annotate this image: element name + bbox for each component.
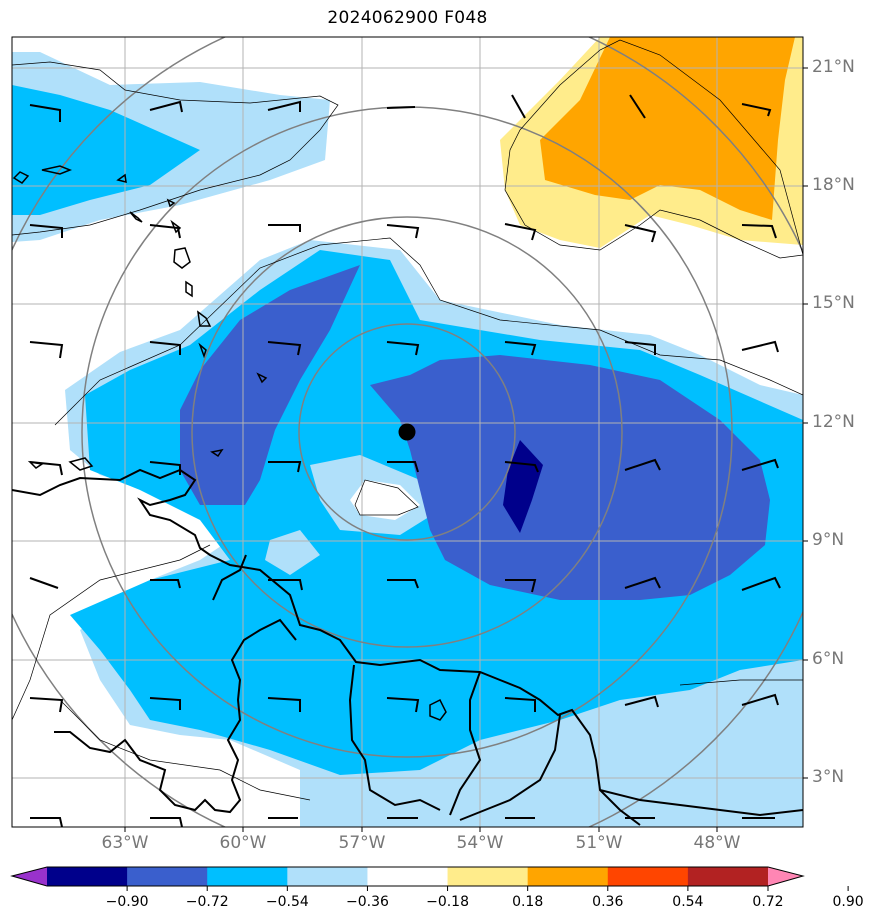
colorbar-tick-label: 0.90 — [832, 894, 864, 910]
lat-label-15n: 15°N — [812, 293, 855, 313]
coastline-islands — [12, 165, 447, 721]
lat-label-12n: 12°N — [812, 412, 855, 432]
map-frame — [11, 36, 804, 828]
lon-label-48w: 48°W — [693, 833, 741, 853]
lat-label-21n: 21°N — [812, 57, 855, 77]
colorbar-outline — [10, 866, 805, 887]
lon-label-60w: 60°W — [219, 833, 267, 853]
colorbar-tick-label: −0.72 — [185, 894, 229, 910]
storm-center-marker — [398, 423, 416, 441]
lon-label-63w: 63°W — [101, 833, 149, 853]
lon-label-51w: 51°W — [575, 833, 623, 853]
colorbar-tick-label: 0.54 — [672, 894, 704, 910]
colorbar-segment — [447, 867, 529, 886]
axis-ticks — [124, 67, 808, 832]
colorbar-extend-low — [12, 867, 47, 886]
lon-label-54w: 54°W — [456, 833, 504, 853]
wind-barbs — [29, 94, 781, 827]
colorbar-segment — [127, 867, 208, 886]
colorbar-extend-high — [768, 867, 803, 886]
shading-inner-white — [350, 480, 420, 520]
coastline-mainland — [12, 468, 803, 826]
colorbar-segment — [687, 867, 769, 886]
shading-royal-blue — [180, 265, 770, 600]
shading-orange — [540, 37, 795, 220]
colorbar-segment — [287, 867, 368, 886]
gridlines — [12, 37, 803, 827]
lat-label-18n: 18°N — [812, 175, 855, 195]
contour-lines — [12, 39, 803, 801]
lat-label-6n: 6°N — [812, 649, 845, 669]
colorbar-tick-label: −0.54 — [265, 894, 309, 910]
lat-label-9n: 9°N — [812, 530, 845, 550]
colorbar-tick-label: −0.36 — [345, 894, 389, 910]
colorbar-tick-label: 0.72 — [752, 894, 784, 910]
colorbar-segment — [367, 867, 449, 886]
map-title: 2024062900 F048 — [327, 8, 488, 28]
colorbar-segment — [607, 867, 689, 886]
colorbar-tick-label: 0.18 — [512, 894, 544, 910]
colorbar-segment — [207, 867, 288, 886]
colorbar — [10, 866, 849, 891]
colorbar-segment — [527, 867, 609, 886]
colorbar-tick-label: 0.36 — [592, 894, 624, 910]
lat-label-3n: 3°N — [812, 767, 845, 787]
colorbar-tick-label: −0.90 — [105, 894, 149, 910]
lon-label-57w: 57°W — [338, 833, 386, 853]
colorbar-tick-label: −0.18 — [426, 894, 469, 910]
map-panel — [11, 36, 808, 832]
colorbar-segment — [47, 867, 128, 886]
